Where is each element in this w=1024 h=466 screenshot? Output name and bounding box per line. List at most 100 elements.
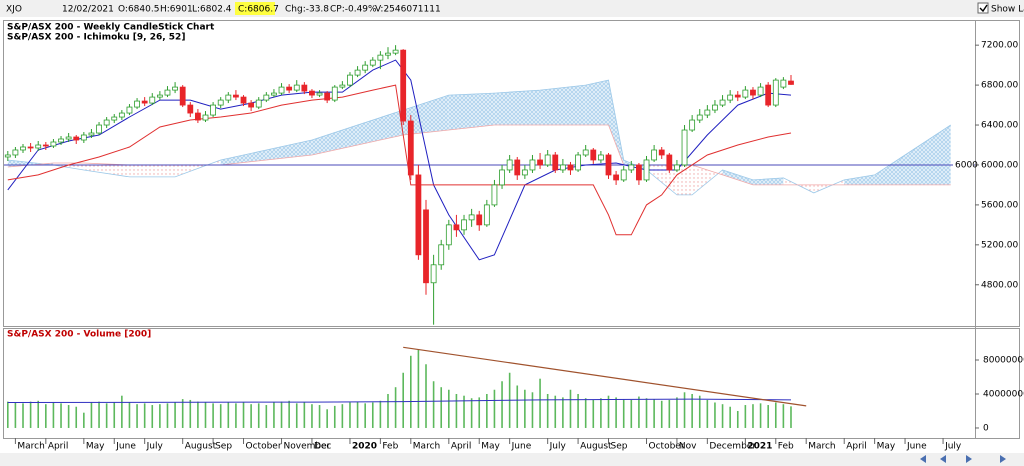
candle-body [636, 164, 642, 181]
close-highlight [235, 2, 275, 15]
x-tick-label: 2021 [747, 442, 772, 452]
candle-body [103, 119, 110, 126]
candle-body [88, 132, 95, 136]
x-tick-label: June [511, 442, 532, 452]
scroll-right[interactable] [966, 455, 972, 463]
volume-bar [736, 410, 739, 428]
candle-body [347, 74, 353, 86]
candle-body [407, 120, 414, 176]
volume-bar [45, 404, 47, 428]
volume-bar [410, 355, 412, 428]
indicator-line [7, 84, 792, 236]
y-tick-label: 5200.00 [981, 240, 1018, 250]
cloud-segment [692, 164, 723, 195]
candle-body [179, 86, 186, 106]
volume-bar [60, 403, 62, 428]
candle-body [514, 159, 521, 176]
show-last[interactable]: Show Last [991, 5, 1024, 15]
candle-body [42, 144, 49, 147]
volume-bar [90, 402, 93, 428]
candle-body [225, 94, 232, 101]
volume-bar [356, 401, 359, 428]
x-tick-label: November [284, 442, 331, 452]
volume-bar [615, 397, 617, 428]
candle-body [73, 136, 80, 141]
candle-body [704, 109, 711, 116]
volume-bar [136, 404, 138, 428]
candle-body [35, 144, 42, 149]
x-tick-label: October [246, 442, 282, 452]
candle-body [194, 112, 201, 121]
x-tick-label: Feb [382, 442, 398, 452]
candle-body [438, 244, 445, 266]
volume-bar [83, 412, 85, 428]
candle-body [750, 89, 756, 96]
volume-bar [29, 401, 32, 428]
open: O:6840.5 [118, 5, 159, 15]
volume-bar [448, 389, 450, 428]
x-tick-label: July [549, 442, 567, 452]
volume-bar [257, 403, 260, 428]
volume-bar [653, 399, 655, 428]
volume-bar [204, 402, 207, 428]
volume-bar [432, 381, 435, 428]
volume-bar [455, 393, 458, 428]
close: C:6806.7 [238, 5, 279, 15]
checkbox[interactable] [977, 2, 989, 14]
volume-bar [729, 406, 731, 428]
candle-body [240, 96, 247, 104]
volume-bar [121, 395, 123, 428]
date: 12/02/2021 [62, 5, 114, 15]
volume-bar [501, 381, 503, 428]
cloud-segment [722, 169, 753, 185]
volume-bar [22, 403, 24, 428]
volume-bar [105, 403, 108, 428]
scrollbar-track [0, 453, 1024, 466]
candle-body [780, 79, 787, 88]
cloud-segment [494, 90, 541, 126]
volume-bar [425, 364, 427, 428]
candle-body [430, 264, 437, 284]
change: Chg:-33.8 [285, 5, 329, 15]
volume-bar [676, 397, 678, 428]
y-tick-label: 0 [983, 423, 989, 433]
volume-bar [326, 409, 328, 428]
candle-body [217, 99, 224, 106]
x-tick-label: 2020 [352, 442, 377, 452]
y-tick-label: 6400.00 [981, 121, 1018, 131]
volume-bar [592, 399, 595, 428]
volume-bar [333, 405, 336, 428]
candle-body [423, 209, 429, 284]
volume-bar [493, 389, 496, 428]
candle-body [20, 146, 26, 151]
cloud-segment [540, 85, 586, 126]
scroll-left[interactable] [920, 455, 926, 463]
candle-body [50, 141, 57, 147]
scroll-left-fast[interactable] [940, 455, 946, 463]
volume-bar [744, 405, 747, 428]
cloud-segment [874, 154, 906, 185]
candle-body [521, 169, 528, 176]
x-tick-label: December [709, 442, 756, 452]
volume-bar [67, 405, 70, 428]
volume-bar [159, 404, 161, 428]
x-tick-label: Nov [679, 442, 697, 452]
volume-bar [98, 401, 100, 428]
candle-body [772, 79, 779, 106]
low: L:6802.4 [192, 5, 232, 15]
cloud-segment [935, 125, 951, 185]
candle-body [339, 84, 346, 88]
volume-bar [303, 402, 306, 428]
candle-body [255, 99, 262, 108]
candle-body [559, 164, 566, 171]
volume-bar [767, 405, 769, 428]
volume-bar [174, 402, 176, 428]
candle-body [445, 224, 452, 246]
y-tick-label: 5600.00 [981, 200, 1018, 210]
y-tick-label: 4800.00 [981, 280, 1018, 290]
volume-bar [318, 405, 321, 428]
candle-body [65, 136, 72, 140]
scroll-end[interactable] [1000, 455, 1006, 463]
candle-body [476, 214, 483, 226]
volume-bar [721, 404, 724, 428]
